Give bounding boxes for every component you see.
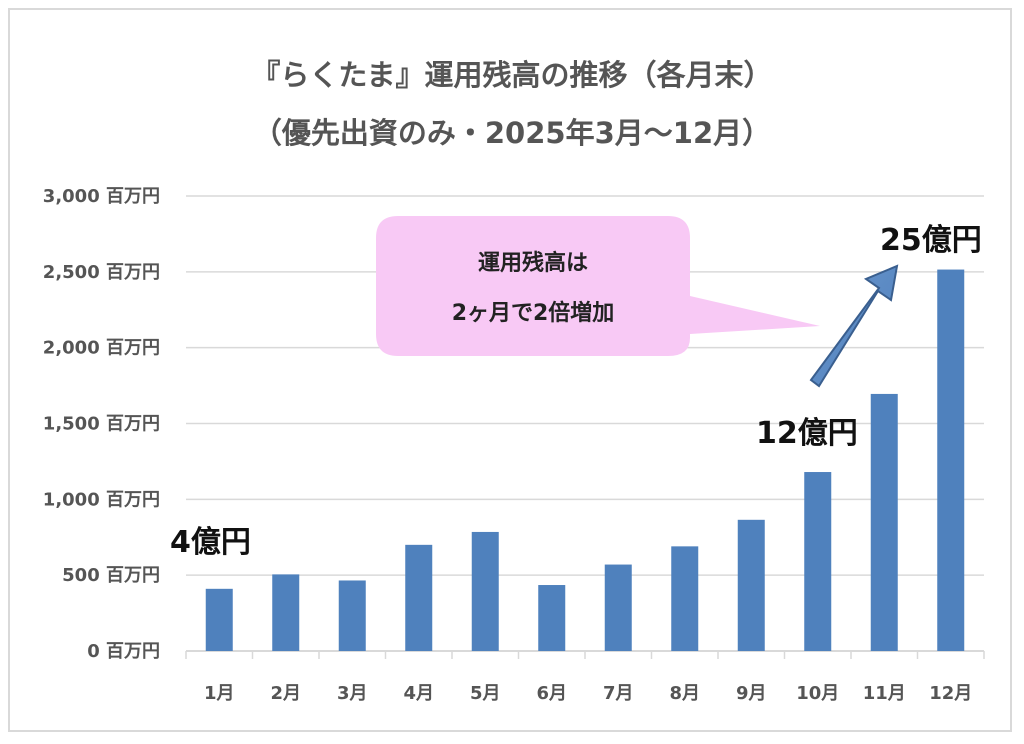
annotation-oct: 12億円 [756,416,858,451]
bars [205,269,965,651]
callout-line-2: 2ヶ月で2倍増加 [452,300,615,326]
x-tick-label: 11月 [863,683,906,704]
x-tick-label: 6月 [536,683,567,704]
bar [205,588,233,651]
bar [804,472,832,651]
y-tick-label: 500 百万円 [62,565,160,586]
y-tick-label: 1,500 百万円 [43,414,160,435]
bar [671,546,699,651]
annotation-jan: 4億円 [170,525,251,560]
growth-arrow [809,264,899,388]
x-tick-label: 7月 [603,683,634,704]
chart-frame [8,8,1012,732]
chart-title: 『らくたま』運用残高の推移（各月末） [251,58,773,92]
x-tick-label: 2月 [270,683,301,704]
y-tick-label: 0 百万円 [87,641,160,662]
x-tick-label: 1月 [204,683,235,704]
x-tick-label: 12月 [929,683,972,704]
x-tick-label: 8月 [669,683,700,704]
bar [937,269,965,651]
x-axis: 1月 2月 3月 4月 5月 6月 7月 8月 9月 10月 11月 12月 [185,651,985,704]
bar [870,393,898,651]
bar [538,585,566,651]
x-tick-label: 5月 [470,683,501,704]
bar [471,531,499,651]
bar [405,544,433,651]
x-tick-label: 4月 [403,683,434,704]
y-axis: 0 百万円 500 百万円 1,000 百万円 1,500 百万円 2,000 百万円 2… [43,186,160,662]
x-tick-label: 9月 [736,683,767,704]
y-tick-label: 3,000 百万円 [43,186,160,207]
callout-bubble [376,216,820,356]
x-tick-label: 3月 [337,683,368,704]
y-tick-label: 2,500 百万円 [43,262,160,283]
bar [604,564,632,651]
bar [737,519,765,651]
annotation-dec: 25億円 [880,223,982,258]
chart-subtitle: （優先出資のみ・2025年3月～12月） [252,116,772,150]
x-tick-label: 10月 [796,683,839,704]
y-tick-label: 2,000 百万円 [43,338,160,359]
callout: 運用残高は 2ヶ月で2倍増加 [376,216,820,356]
y-tick-label: 1,000 百万円 [43,489,160,510]
bar [272,574,300,651]
callout-line-1: 運用残高は [478,250,588,276]
bar [338,580,366,651]
